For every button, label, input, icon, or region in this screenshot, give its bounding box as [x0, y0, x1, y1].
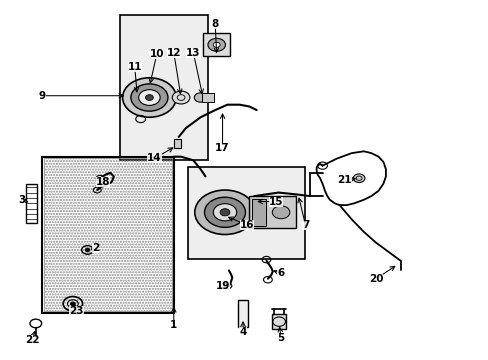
Text: 8: 8: [211, 19, 219, 29]
Circle shape: [352, 174, 364, 183]
Circle shape: [194, 190, 255, 234]
Bar: [120, 15, 207, 160]
Bar: [249, 196, 295, 228]
Text: 10: 10: [149, 49, 163, 59]
Text: 14: 14: [147, 153, 161, 163]
Circle shape: [145, 95, 153, 100]
Text: 17: 17: [215, 143, 229, 153]
Circle shape: [172, 91, 189, 104]
Text: 22: 22: [25, 334, 40, 345]
Text: 6: 6: [277, 268, 284, 278]
Bar: [42, 157, 173, 313]
Circle shape: [70, 302, 75, 306]
Text: 13: 13: [185, 48, 200, 58]
Bar: [188, 167, 305, 259]
Text: 12: 12: [166, 48, 181, 58]
Circle shape: [85, 248, 90, 252]
Bar: [173, 139, 181, 148]
Text: 1: 1: [170, 320, 177, 330]
Text: 4: 4: [239, 327, 246, 337]
Circle shape: [131, 84, 167, 111]
Bar: [238, 300, 247, 327]
Bar: [26, 184, 37, 223]
Text: 11: 11: [127, 62, 142, 72]
Text: 20: 20: [368, 274, 383, 284]
Circle shape: [220, 209, 229, 216]
Circle shape: [213, 42, 220, 47]
Text: 3: 3: [18, 195, 25, 205]
Text: 23: 23: [69, 306, 83, 316]
Text: 7: 7: [301, 220, 308, 230]
Text: 5: 5: [277, 333, 284, 343]
Text: 9: 9: [39, 91, 45, 101]
Circle shape: [272, 206, 289, 219]
Bar: [272, 315, 285, 329]
Bar: [44, 158, 171, 311]
Circle shape: [213, 204, 236, 221]
Text: 18: 18: [96, 177, 110, 187]
Text: 16: 16: [239, 220, 254, 230]
Text: 19: 19: [215, 281, 229, 291]
Circle shape: [139, 90, 160, 105]
Bar: [202, 93, 214, 102]
Circle shape: [207, 39, 225, 51]
Bar: [203, 33, 229, 56]
Circle shape: [204, 197, 245, 227]
Circle shape: [194, 93, 206, 102]
Text: 2: 2: [92, 243, 99, 253]
Text: 21: 21: [337, 175, 351, 185]
Bar: [251, 199, 266, 226]
Circle shape: [122, 78, 176, 117]
Text: 15: 15: [268, 197, 283, 207]
